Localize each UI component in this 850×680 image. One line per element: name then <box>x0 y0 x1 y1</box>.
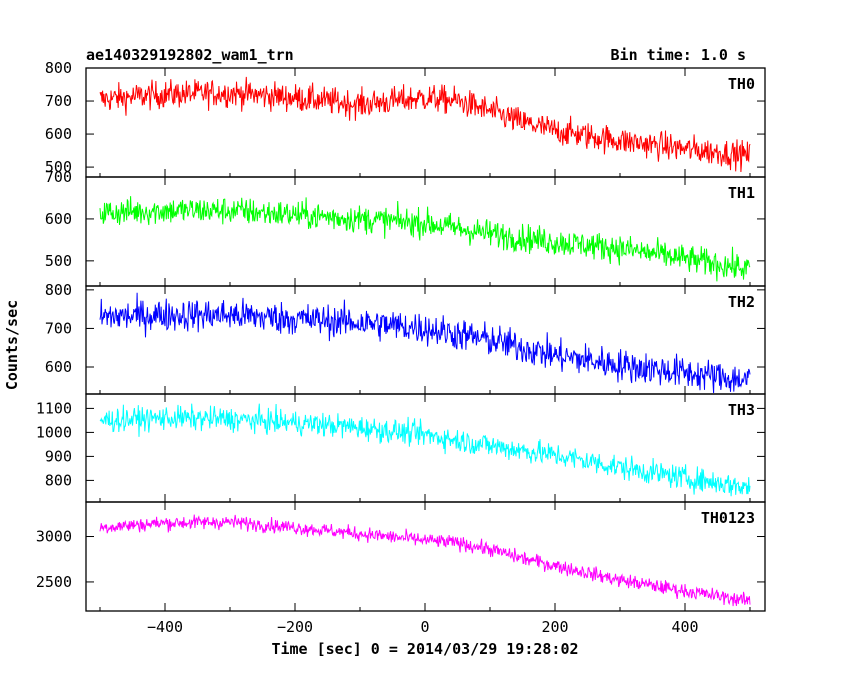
y-tick-label: 1000 <box>36 423 72 441</box>
y-tick-label: 800 <box>45 281 72 299</box>
panel-frame <box>85 393 766 503</box>
panel-th0123: 2500 3000 TH0123 <box>36 501 766 612</box>
y-tick-label: 600 <box>45 358 72 376</box>
y-tick-label: 500 <box>45 158 72 176</box>
y-tick-label: 700 <box>45 319 72 337</box>
panel-frame <box>85 67 766 178</box>
y-tick-label: 2500 <box>36 573 72 591</box>
x-tick-label: 200 <box>541 618 568 636</box>
panels-group: 500 600 700 800 TH0 500 600 700 TH1 600 700 800 TH2 8… <box>36 59 766 612</box>
panel-th0: 500 600 700 800 TH0 <box>45 59 766 178</box>
y-tick-label: 800 <box>45 59 72 77</box>
panel-label-th0123: TH0123 <box>701 509 755 527</box>
y-tick-label: 600 <box>45 210 72 228</box>
series-line-th2 <box>99 292 751 394</box>
panel-label-th2: TH2 <box>728 293 755 311</box>
series-line-th0 <box>99 76 751 173</box>
panel-frame <box>85 285 766 395</box>
panel-th2: 600 700 800 TH2 <box>45 281 766 395</box>
panel-frame <box>85 501 766 612</box>
y-tick-label: 700 <box>45 168 72 186</box>
x-tick-label: −200 <box>277 618 313 636</box>
x-axis-label: Time [sec] 0 = 2014/03/29 19:28:02 <box>271 640 578 658</box>
panel-label-th0: TH0 <box>728 75 755 93</box>
panel-th1: 500 600 700 TH1 <box>45 168 766 287</box>
chart-title: ae140329192802_wam1_trn <box>86 46 294 64</box>
x-axis: −400 −200 0 200 400 <box>147 618 699 636</box>
y-tick-label: 800 <box>45 471 72 489</box>
x-tick-label: 0 <box>420 618 429 636</box>
y-tick-label: 1100 <box>36 399 72 417</box>
series-line-th0123 <box>99 514 751 607</box>
series-line-th3 <box>99 403 751 497</box>
y-tick-label: 600 <box>45 125 72 143</box>
y-axis-label: Counts/sec <box>3 300 21 390</box>
x-tick-label: 400 <box>671 618 698 636</box>
series-line-th1 <box>99 196 751 282</box>
y-tick-label: 900 <box>45 447 72 465</box>
x-tick-label: −400 <box>147 618 183 636</box>
panel-th3: 800 900 1000 1100 TH3 <box>36 393 766 503</box>
y-tick-label: 500 <box>45 252 72 270</box>
panel-label-th3: TH3 <box>728 401 755 419</box>
bin-time-label: Bin time: 1.0 s <box>611 46 746 64</box>
y-tick-label: 700 <box>45 92 72 110</box>
y-tick-label: 3000 <box>36 528 72 546</box>
panel-label-th1: TH1 <box>728 184 755 202</box>
